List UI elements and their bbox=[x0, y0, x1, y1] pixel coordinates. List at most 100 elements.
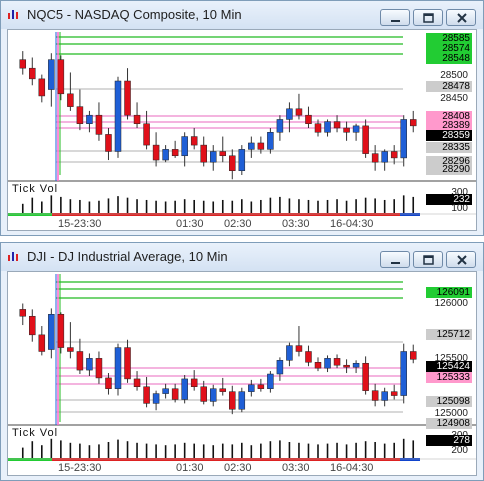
candle bbox=[324, 121, 331, 133]
title-bar[interactable]: DJI - DJ Industrial Average, 10 Min bbox=[1, 243, 483, 271]
candle bbox=[352, 362, 360, 368]
candle bbox=[152, 393, 160, 404]
candle bbox=[343, 364, 350, 368]
candle bbox=[219, 388, 227, 392]
candle bbox=[400, 351, 407, 396]
price-tag: 28335 bbox=[426, 142, 472, 153]
candle bbox=[105, 134, 112, 152]
time-axis-label: 15-23:30 bbox=[58, 218, 102, 230]
time-axis-label: 02:30 bbox=[224, 218, 252, 230]
candle bbox=[190, 136, 198, 146]
close-button[interactable] bbox=[446, 251, 476, 268]
candle bbox=[305, 114, 312, 124]
volume-label: Tick Vol bbox=[12, 427, 59, 439]
candle bbox=[362, 362, 369, 391]
price-tag: 28574 bbox=[426, 43, 472, 54]
price-tag: 125712 bbox=[426, 329, 472, 340]
candle bbox=[295, 108, 303, 116]
candle bbox=[209, 151, 217, 163]
candle bbox=[86, 114, 93, 124]
session-bar bbox=[400, 213, 420, 216]
candle bbox=[57, 59, 65, 95]
window-title: NQC5 - NASDAQ Composite, 10 Min bbox=[27, 7, 242, 22]
candle bbox=[343, 127, 350, 133]
candle bbox=[57, 314, 65, 348]
chart-window-nqc5[interactable]: NQC5 - NASDAQ Composite, 10 Min 28500 28… bbox=[0, 0, 484, 236]
candle bbox=[38, 78, 46, 97]
price-tag: 28296 bbox=[426, 156, 472, 167]
close-button[interactable] bbox=[446, 9, 476, 26]
candle bbox=[286, 345, 293, 361]
time-axis-label: 01:30 bbox=[176, 218, 204, 230]
chart-window-dji[interactable]: DJI - DJ Industrial Average, 10 Min 1260… bbox=[0, 242, 484, 481]
chart-plot-area[interactable]: 28500 28450 28585 28574 28548 28478 2840… bbox=[7, 29, 477, 231]
time-axis-label: 02:30 bbox=[224, 462, 252, 474]
candle bbox=[209, 388, 217, 402]
candle bbox=[124, 347, 131, 380]
candle bbox=[76, 351, 84, 371]
candle bbox=[409, 351, 417, 360]
price-tag: 28478 bbox=[426, 81, 472, 92]
candle bbox=[333, 121, 341, 129]
candle bbox=[229, 391, 236, 410]
candle bbox=[324, 358, 331, 369]
restore-button[interactable] bbox=[413, 9, 443, 26]
price-tag: 28548 bbox=[426, 53, 472, 64]
time-axis-label: 16-04:30 bbox=[330, 462, 374, 474]
candle bbox=[409, 119, 417, 127]
volume-axis-label: 100 bbox=[451, 203, 468, 214]
restore-button[interactable] bbox=[413, 251, 443, 268]
session-bar bbox=[52, 213, 400, 216]
price-axis-label: 125000 bbox=[434, 408, 468, 419]
candle bbox=[238, 391, 246, 410]
candle bbox=[190, 378, 198, 387]
candle bbox=[248, 142, 255, 150]
volume-axis-label: 200 bbox=[451, 445, 468, 456]
candle bbox=[67, 93, 74, 107]
candle bbox=[381, 151, 388, 163]
session-bar bbox=[8, 213, 52, 216]
minimize-button[interactable] bbox=[380, 251, 410, 268]
candle bbox=[267, 373, 274, 389]
candle bbox=[314, 362, 322, 369]
candle bbox=[124, 80, 131, 116]
candle bbox=[48, 314, 55, 350]
minimize-button[interactable] bbox=[380, 9, 410, 26]
candle bbox=[248, 384, 255, 392]
candle bbox=[143, 386, 150, 404]
time-axis-label: 16-04:30 bbox=[330, 218, 374, 230]
candle bbox=[200, 144, 207, 163]
candle bbox=[171, 388, 179, 400]
candle bbox=[67, 347, 74, 352]
candle bbox=[19, 59, 27, 69]
candle bbox=[133, 378, 141, 387]
session-bar bbox=[8, 458, 52, 461]
candle bbox=[333, 358, 341, 366]
candle bbox=[171, 149, 179, 157]
price-chart[interactable] bbox=[8, 30, 476, 230]
candle bbox=[371, 390, 379, 401]
candle bbox=[276, 360, 284, 375]
minimize-icon bbox=[391, 20, 400, 22]
price-tag: 28290 bbox=[426, 164, 472, 175]
candle bbox=[314, 123, 322, 133]
price-axis-label: 28450 bbox=[440, 93, 468, 104]
candle bbox=[305, 351, 312, 363]
chart-plot-area[interactable]: 126000 125500 125000 126091 125712 12542… bbox=[7, 271, 477, 476]
close-icon bbox=[457, 13, 467, 23]
candle bbox=[371, 153, 379, 163]
candle bbox=[238, 149, 246, 171]
candle bbox=[162, 388, 169, 394]
title-bar[interactable]: NQC5 - NASDAQ Composite, 10 Min bbox=[1, 1, 483, 29]
time-axis-label: 01:30 bbox=[176, 462, 204, 474]
session-bar bbox=[52, 458, 400, 461]
minimize-icon bbox=[391, 262, 400, 264]
candle bbox=[286, 108, 293, 120]
candle bbox=[276, 119, 284, 133]
price-chart[interactable] bbox=[8, 272, 476, 475]
candle bbox=[114, 80, 122, 152]
volume-axis-label: 300 bbox=[451, 187, 468, 198]
candle bbox=[105, 377, 112, 389]
candle bbox=[295, 345, 303, 352]
candle bbox=[29, 315, 36, 336]
